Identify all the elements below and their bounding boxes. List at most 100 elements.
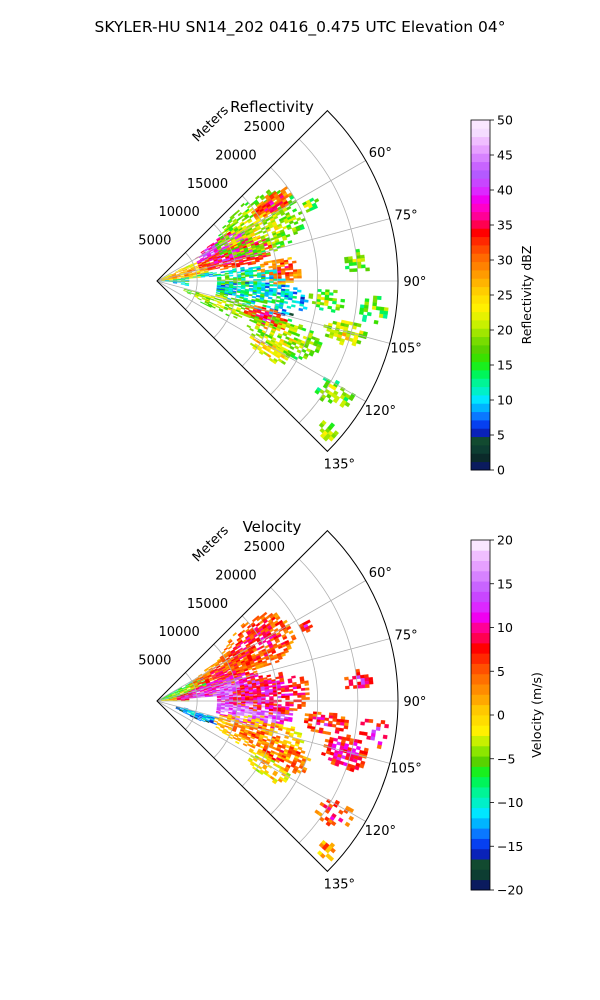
colorbar-swatch (471, 278, 490, 288)
echo-cell (261, 696, 266, 699)
colorbar-swatch (471, 612, 490, 623)
colorbar-swatch (471, 395, 490, 404)
echo-cell (324, 292, 330, 296)
echo-cell (277, 704, 282, 707)
echo-cell (280, 294, 285, 298)
echo-cell (291, 260, 297, 264)
colorbar-swatch (471, 128, 490, 138)
echo-cell (224, 287, 230, 290)
colorbar-tick-label: 30 (497, 253, 513, 268)
colorbar-tick-label: 20 (497, 323, 513, 338)
echo-cell (281, 272, 286, 275)
echo-cell (273, 215, 279, 220)
echo-cell (328, 292, 334, 296)
echo-cell (180, 698, 186, 700)
echo-cell (184, 699, 190, 701)
echo-cell (236, 693, 242, 696)
echo-cell (180, 699, 186, 701)
echo-cell (257, 275, 262, 278)
echo-cell (249, 703, 254, 706)
colorbar-tick-label: −15 (497, 839, 523, 854)
azimuth-tick-label: 90° (403, 695, 426, 710)
echo-cell (288, 267, 294, 271)
echo-cell (312, 716, 318, 720)
echo-cell (281, 695, 286, 699)
colorbar-swatch (471, 848, 490, 860)
echo-cell (292, 291, 298, 295)
echo-cell (361, 317, 367, 323)
colorbar-swatch (471, 859, 490, 870)
colorbar-swatch (471, 766, 490, 778)
echo-cell (280, 264, 285, 268)
colorbar-swatch (471, 776, 490, 788)
echo-cell (236, 271, 242, 274)
echo-cell (245, 698, 250, 701)
echo-cell (285, 703, 290, 707)
echo-cell (277, 691, 282, 695)
echo-cell (344, 259, 350, 264)
echo-cell (339, 304, 345, 309)
echo-cell (348, 679, 354, 684)
echo-cell (269, 703, 274, 706)
echo-cell (245, 274, 250, 277)
echo-cell (256, 267, 261, 270)
echo-cell (220, 704, 226, 707)
azimuth-tick-label: 90° (403, 275, 426, 290)
echo-cell (364, 718, 370, 723)
azimuth-tick-label: 60° (369, 566, 392, 581)
colorbar-swatch (471, 591, 490, 603)
echo-cell (276, 292, 282, 295)
echo-cell (285, 701, 290, 705)
azimuth-tick-label: 120° (365, 404, 396, 419)
range-tick-label: 5000 (138, 234, 171, 249)
echo-cell (252, 269, 258, 272)
colorbar-swatch (471, 601, 490, 613)
echo-cell (364, 680, 370, 685)
echo-cell (324, 717, 330, 722)
echo-cell (228, 705, 234, 707)
echo-cell (287, 256, 292, 260)
echo-cell (285, 695, 290, 699)
echo-cell (269, 701, 274, 704)
echo-cell (260, 687, 266, 691)
echo-cell (289, 708, 294, 711)
echo-cell (172, 278, 178, 280)
colorbar-swatch (471, 622, 490, 634)
echo-cell (257, 698, 262, 701)
echo-cell (307, 725, 312, 729)
echo-cell (283, 718, 289, 722)
echo-cell (373, 319, 379, 325)
echo-cell (288, 688, 294, 692)
echo-cell (365, 684, 370, 689)
echo-cell (265, 694, 270, 697)
echo-cell (248, 289, 254, 292)
colorbar-swatch (471, 345, 490, 354)
echo-cell (265, 282, 270, 285)
echo-cell (376, 744, 382, 750)
echo-cell (293, 275, 298, 279)
echo-cell (292, 295, 297, 299)
echo-cell (172, 282, 178, 284)
echo-cell (339, 727, 344, 732)
echo-region-3 (214, 189, 306, 258)
echo-cell (344, 676, 349, 681)
echo-cell (305, 692, 310, 696)
echo-cell (234, 220, 239, 225)
range-tick-label: 5000 (138, 654, 171, 669)
colorbar-swatch (471, 311, 490, 321)
echo-cell (265, 701, 270, 704)
echo-cell (253, 698, 258, 701)
colorbar-swatch (471, 838, 490, 850)
echo-cell (212, 275, 218, 277)
echo-cell (239, 238, 245, 243)
echo-cell (378, 313, 384, 319)
echo-cell (375, 306, 381, 311)
echo-cell (225, 699, 230, 701)
echo-cell (370, 736, 376, 741)
colorbar-swatch (471, 436, 490, 446)
colorbar-swatch (471, 715, 490, 726)
echo-cell (340, 716, 346, 720)
echo-cell (320, 296, 326, 301)
echo-cell (252, 709, 258, 712)
colorbar-swatch (471, 228, 490, 238)
